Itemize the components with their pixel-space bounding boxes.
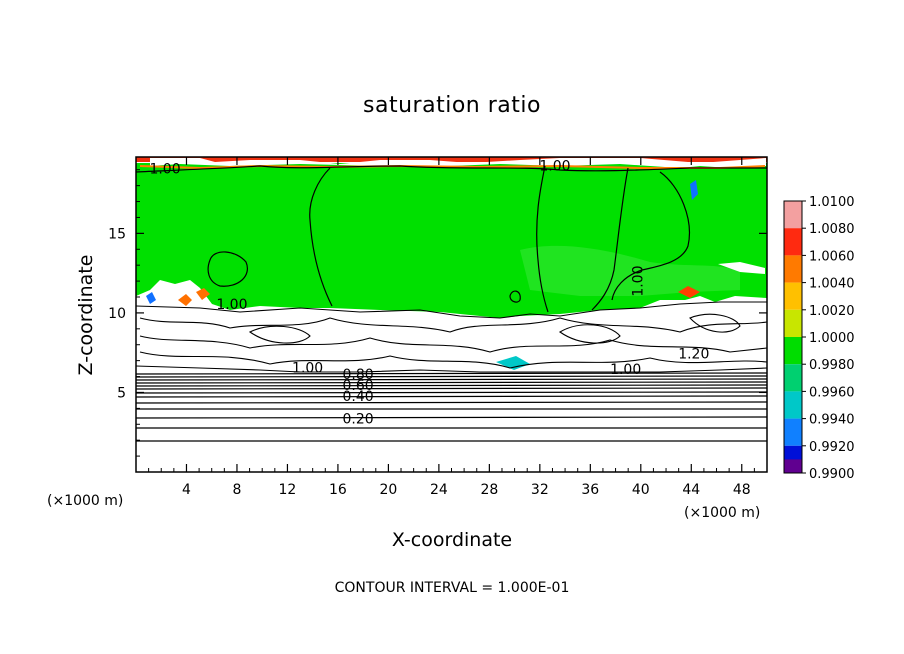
contours-lower <box>135 301 768 373</box>
x-tick-label: 48 <box>733 482 751 498</box>
top-boundary-white <box>150 158 766 168</box>
edge-speckle-left <box>178 288 210 306</box>
x-unit-label-left: (×1000 m) <box>47 493 123 509</box>
colorbar-label: 1.0000 <box>809 331 855 346</box>
strat-1 <box>135 372 768 375</box>
strat-6 <box>135 387 768 390</box>
contour-labels: 1.00 1.00 1.00 1.00 1.00 1.00 1.20 0.800.600.40… <box>149 159 709 428</box>
contour-label: 0.40 <box>343 389 374 405</box>
colorbar-swatch <box>784 255 802 283</box>
colorbar-label: 0.9980 <box>809 358 855 373</box>
contour-column-mid <box>536 165 549 313</box>
colorbar-swatch <box>784 364 802 392</box>
x-axis: 4 8 12 16 20 24 28 32 36 40 44 48 <box>148 157 755 498</box>
contour-label: 1.00 <box>149 162 180 178</box>
strat-4 <box>135 381 768 384</box>
x-axis-label: X-coordinate <box>392 529 512 551</box>
x-tick-label: 24 <box>430 482 448 498</box>
contour-label: 1.00 <box>630 266 646 297</box>
contour-inner-2 <box>139 335 768 353</box>
colorbar-label: 0.9920 <box>809 440 855 455</box>
top-boundary-band <box>136 157 767 162</box>
colorbar-label: 0.9900 <box>809 467 855 482</box>
contour-label: 0.60 <box>343 378 374 394</box>
colorbar-label: 1.0020 <box>809 304 855 319</box>
contour-label: 1.00 <box>539 159 570 175</box>
strat-9 <box>135 401 768 404</box>
contour-small-loop <box>509 290 521 303</box>
colorbar-swatch <box>784 201 802 229</box>
contour-label: 1.20 <box>678 346 709 362</box>
contour-label: 1.00 <box>292 361 323 377</box>
contours-stratified <box>135 372 768 442</box>
x-tick-label: 32 <box>531 482 549 498</box>
edge-speckle-right <box>678 286 700 298</box>
colorbar-swatch <box>784 282 802 310</box>
contour-1.00-lower <box>135 365 768 373</box>
contour-label: 1.00 <box>610 362 641 378</box>
contour-loop-b <box>558 324 621 344</box>
contour-label: 0.20 <box>343 412 374 428</box>
strat-2 <box>135 375 768 378</box>
contour-column-left <box>309 167 333 307</box>
edge-speckle-cyan <box>496 356 530 370</box>
colorbar-swatch <box>784 418 802 446</box>
green-haze <box>520 245 740 296</box>
contour-column-right <box>591 167 629 311</box>
colorbar-swatch <box>784 391 802 419</box>
plot-area: 1.00 1.00 1.00 1.00 1.00 1.00 1.20 0.800.600.40… <box>135 156 768 473</box>
colorbar-label: 1.0100 <box>809 195 855 210</box>
contour-inner-3 <box>139 351 768 369</box>
edge-speckle-top-right <box>718 262 765 274</box>
colorbar: 1.0100 1.0080 1.0060 1.0040 1.0020 1.0000 0.99… <box>783 195 855 482</box>
supersaturated-region <box>136 163 767 318</box>
contour-interval-note: CONTOUR INTERVAL = 1.000E-01 <box>335 580 570 596</box>
y-tick-label: 10 <box>108 306 126 322</box>
colorbar-swatch <box>784 228 802 256</box>
contour-1.00-top <box>135 165 767 173</box>
strat-5 <box>135 384 768 387</box>
x-tick-label: 12 <box>279 482 297 498</box>
x-tick-label: 8 <box>232 482 241 498</box>
contour-label: 1.00 <box>216 297 247 313</box>
y-tick-label: 15 <box>108 226 126 242</box>
contour-loop-a <box>248 325 311 344</box>
contour-label: 0.80 <box>343 367 374 383</box>
contour-loop-c <box>689 313 741 333</box>
y-axis: 5 10 15 <box>108 169 767 457</box>
colorbar-label: 1.0040 <box>809 277 855 292</box>
colorbar-label: 1.0080 <box>809 222 855 237</box>
colorbar-label: 0.9940 <box>809 413 855 428</box>
contour-loop-right <box>611 171 690 301</box>
x-tick-label: 28 <box>480 482 498 498</box>
contour-cloudtop <box>135 301 767 319</box>
x-tick-label: 36 <box>581 482 599 498</box>
contour-inner-1 <box>139 317 768 333</box>
colorbar-label: 0.9960 <box>809 385 855 400</box>
y-tick-label: 5 <box>117 385 126 401</box>
x-tick-label: 40 <box>632 482 650 498</box>
contours-upper <box>135 165 767 313</box>
x-tick-label: 4 <box>182 482 191 498</box>
x-unit-label-right: (×1000 m) <box>684 505 760 521</box>
strat-7 <box>135 391 768 394</box>
colorbar-swatch <box>784 309 802 337</box>
strat-8 <box>135 395 768 398</box>
chart-title: saturation ratio <box>363 93 541 118</box>
x-tick-label: 44 <box>682 482 700 498</box>
y-axis-label: Z-coordinate <box>75 255 97 376</box>
strat-11 <box>135 416 768 419</box>
colorbar-label: 1.0060 <box>809 249 855 264</box>
contour-bubble-left <box>207 251 248 287</box>
x-tick-label: 20 <box>379 482 397 498</box>
colorbar-swatch <box>784 337 802 365</box>
colorbar-swatch <box>784 459 802 473</box>
x-tick-label: 16 <box>329 482 347 498</box>
strat-3 <box>135 378 768 381</box>
